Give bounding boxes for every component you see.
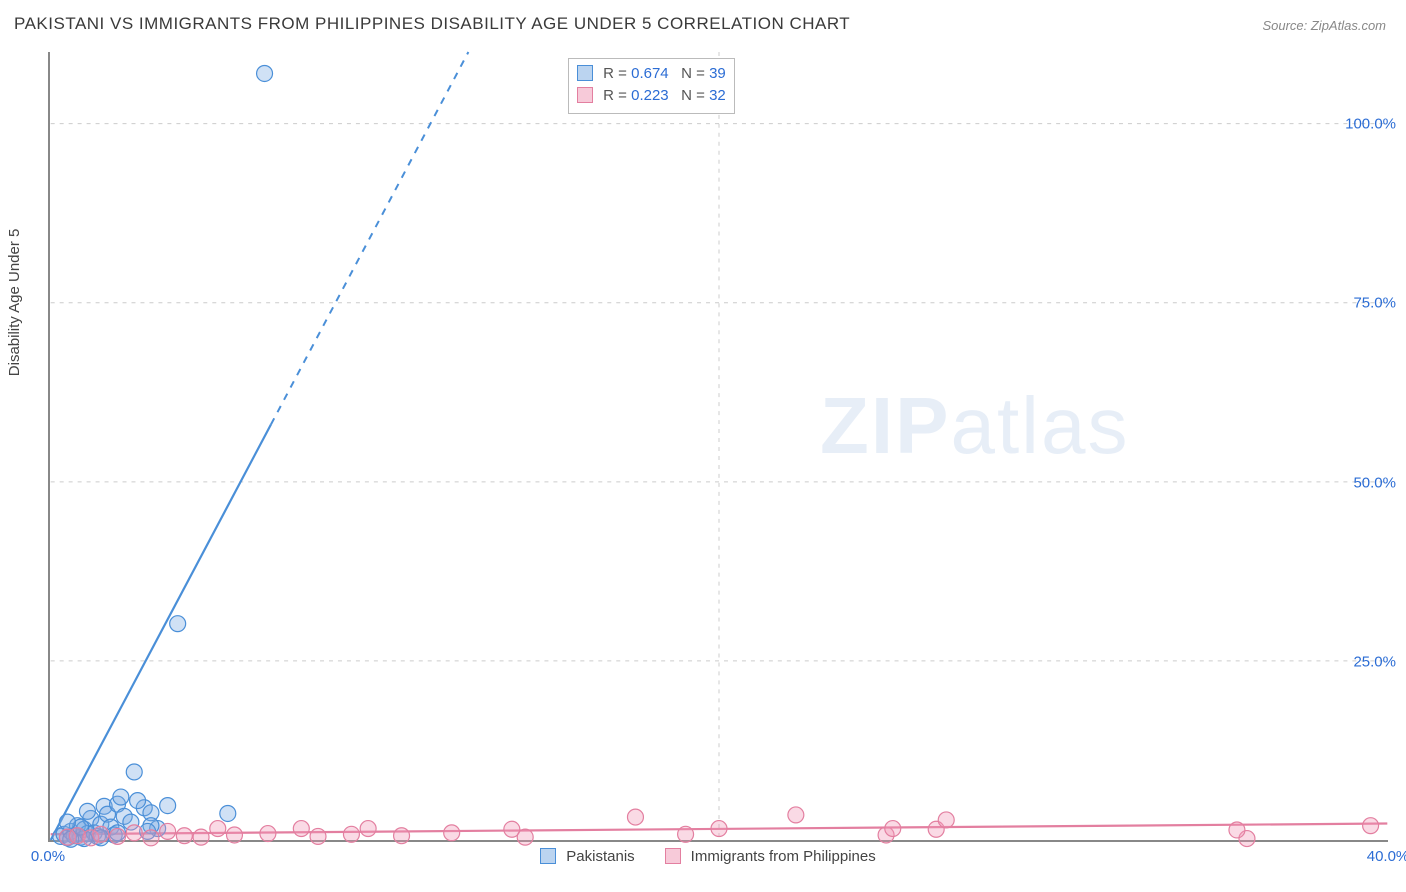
source-label: Source: ZipAtlas.com [1262,18,1386,33]
legend-row: R = 0.674 N = 39 [577,63,726,85]
x-tick-label: 0.0% [31,848,65,865]
legend-bottom: Pakistanis Immigrants from Philippines [0,848,1406,865]
chart-svg [50,52,1388,840]
y-tick-label: 50.0% [1353,474,1396,491]
y-tick-label: 25.0% [1353,654,1396,671]
legend-row: R = 0.223 N = 32 [577,85,726,107]
legend-item: Pakistanis [530,848,634,865]
y-axis-label: Disability Age Under 5 [6,229,23,377]
x-tick-label: 40.0% [1367,848,1406,865]
legend-item: Immigrants from Philippines [655,848,876,865]
y-tick-label: 100.0% [1345,115,1396,132]
correlation-legend: R = 0.674 N = 39 R = 0.223 N = 32 [568,58,735,114]
y-tick-label: 75.0% [1353,295,1396,312]
plot-area [48,52,1388,842]
chart-title: PAKISTANI VS IMMIGRANTS FROM PHILIPPINES… [14,14,850,34]
